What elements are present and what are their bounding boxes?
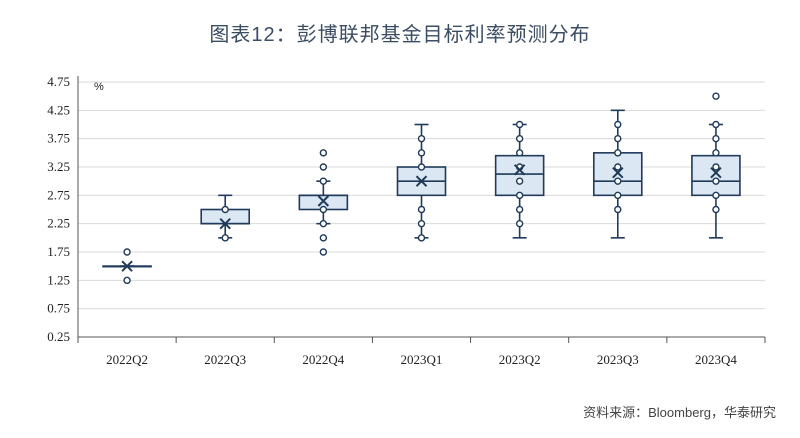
outlier-point — [614, 120, 622, 129]
outlier-point — [712, 177, 720, 185]
outlier-point — [319, 163, 328, 171]
y-tick-label: 3.25 — [47, 159, 70, 174]
outlier-point — [319, 205, 328, 214]
mean-marker — [513, 164, 526, 176]
box-2023Q3 — [592, 109, 643, 239]
outlier-point — [515, 219, 524, 228]
outlier-point — [515, 177, 524, 185]
y-tick-label: 0.25 — [47, 329, 70, 344]
y-tick-label: 3.75 — [47, 131, 70, 146]
outlier-point — [614, 163, 622, 171]
x-category-label: 2022Q4 — [302, 352, 344, 367]
box-2022Q2 — [102, 248, 152, 285]
outlier-point — [712, 120, 720, 129]
box-2022Q3 — [200, 194, 251, 242]
outlier-point — [614, 177, 622, 185]
outlier-point — [515, 134, 524, 143]
outlier-point — [515, 120, 524, 129]
y-tick-label: 4.75 — [47, 74, 70, 89]
box-iqr — [494, 154, 545, 197]
mean-marker — [612, 166, 624, 179]
outlier-point — [319, 219, 328, 228]
mean-marker — [121, 260, 133, 272]
chart-title: 图表12：彭博联邦基金目标利率预测分布 — [209, 24, 591, 46]
mean-marker — [219, 217, 231, 230]
outlier-point — [221, 234, 229, 242]
outlier-point — [712, 149, 720, 157]
y-tick-label: 2.25 — [47, 216, 70, 231]
outlier-point — [417, 134, 426, 143]
outlier-point — [417, 219, 426, 228]
outlier-point — [712, 92, 720, 100]
y-tick-label: 1.75 — [47, 244, 70, 259]
outlier-point — [417, 163, 426, 171]
y-unit-label: % — [94, 81, 104, 93]
y-tick-label: 1.25 — [47, 272, 70, 287]
outlier-point — [417, 205, 426, 214]
x-category-label: 2023Q1 — [401, 352, 443, 367]
boxes — [102, 92, 741, 285]
x-category-labels: 2022Q2 2022Q3 2022Q4 2023Q1 2023Q2 2023Q3 2023… — [106, 352, 737, 367]
y-tick-label: 2.75 — [47, 187, 70, 202]
box-2023Q1 — [396, 123, 447, 242]
outlier-point — [417, 234, 426, 242]
outlier-point — [614, 149, 622, 157]
x-category-label: 2023Q3 — [597, 352, 639, 367]
outlier-point — [614, 205, 622, 214]
box-iqr — [691, 154, 741, 197]
x-category-label: 2022Q2 — [106, 352, 148, 367]
mean-marker — [710, 166, 722, 179]
outlier-point — [614, 191, 622, 200]
outlier-point — [614, 134, 622, 143]
outlier-point — [319, 234, 328, 242]
y-tick-label: 0.75 — [47, 301, 70, 316]
y-tick-label: 4.25 — [47, 102, 70, 117]
outlier-point — [221, 205, 229, 214]
mean-marker — [317, 195, 330, 207]
outlier-point — [319, 149, 328, 157]
outlier-point — [319, 248, 328, 256]
box-2023Q4 — [691, 92, 741, 239]
outlier-point — [123, 276, 131, 285]
x-category-label: 2022Q3 — [204, 352, 246, 367]
outlier-point — [515, 149, 524, 157]
box-2023Q2 — [494, 120, 545, 239]
mean-marker — [415, 175, 428, 187]
axes — [77, 76, 766, 343]
outlier-point — [712, 134, 720, 143]
outlier-point — [319, 177, 328, 185]
outlier-point — [123, 248, 131, 256]
outlier-point — [712, 191, 720, 200]
outlier-point — [712, 205, 720, 214]
x-category-label: 2023Q4 — [695, 352, 737, 367]
box-2022Q4 — [298, 149, 349, 256]
box-iqr — [592, 152, 643, 197]
y-tick-labels: 0.25 0.75 1.25 1.75 2.25 2.75 3.25 3.75 4.25 4.75 — [47, 74, 70, 344]
outlier-point — [515, 191, 524, 200]
source-note: 资料来源：Bloomberg，华泰研究 — [583, 405, 776, 420]
x-category-label: 2023Q2 — [499, 352, 541, 367]
outlier-point — [712, 163, 720, 171]
outlier-point — [515, 205, 524, 214]
outlier-point — [417, 149, 426, 157]
